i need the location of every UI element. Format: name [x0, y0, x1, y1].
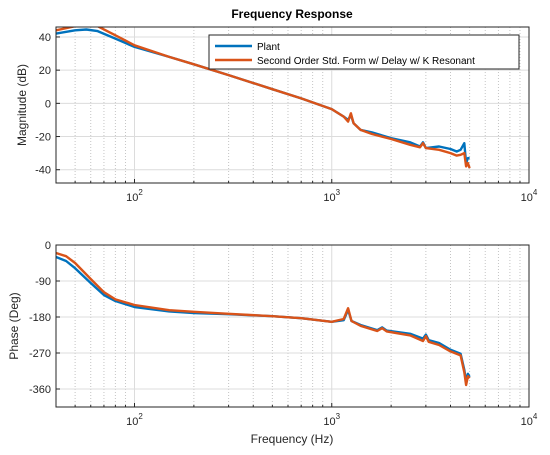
phase-y-tick-label: 0: [45, 240, 51, 252]
phase-y-tick-label: -360: [29, 384, 51, 396]
phase-x-tick-label: 103: [323, 412, 340, 428]
frequency-x-label: Frequency (Hz): [251, 432, 334, 446]
phase-series-line-1: [56, 251, 471, 387]
phase-y-tick-label: -270: [29, 348, 51, 360]
phase-plot-area: [56, 245, 529, 407]
chart-title: Frequency Response: [231, 7, 353, 21]
phase-lines: [56, 251, 471, 387]
magnitude-y-tick-label: 40: [39, 32, 51, 44]
magnitude-axes: 40 20 0 -20 -40 102 103 104 Magnitude (dB) Plan…: [15, 26, 538, 204]
magnitude-grid: [56, 27, 529, 183]
magnitude-x-tick-label: 104: [521, 188, 538, 204]
magnitude-y-tick-label: -20: [35, 132, 51, 144]
phase-axes-box: [55, 244, 530, 408]
magnitude-x-tick-label: 102: [126, 188, 143, 204]
phase-y-tick-label: -90: [35, 276, 51, 288]
phase-ticks: 0 -90 -180 -270 -360 102 103 104: [29, 240, 538, 428]
legend-entry-model: Second Order Std. Form w/ Delay w/ K Res…: [257, 56, 475, 67]
magnitude-y-tick-label: 0: [45, 98, 51, 110]
magnitude-axes-box: [55, 26, 530, 184]
phase-y-tick-label: -180: [29, 312, 51, 324]
magnitude-ticks: 40 20 0 -20 -40 102 103 104: [35, 32, 538, 204]
magnitude-x-tick-label: 103: [323, 188, 340, 204]
phase-y-label: Phase (Deg): [7, 292, 21, 359]
magnitude-lines: [56, 27, 471, 169]
phase-x-tick-label: 102: [126, 412, 143, 428]
magnitude-legend: Plant Second Order Std. Form w/ Delay w/…: [208, 34, 520, 70]
legend-entry-plant: Plant: [257, 42, 280, 53]
magnitude-y-tick-label: -40: [35, 165, 51, 177]
phase-axes: 0 -90 -180 -270 -360 102 103 104 Phase (Deg) Fr…: [7, 240, 538, 446]
magnitude-series-line-1: [56, 27, 471, 169]
phase-x-tick-label: 104: [521, 412, 538, 428]
magnitude-y-tick-label: 20: [39, 65, 51, 77]
magnitude-y-label: Magnitude (dB): [15, 64, 29, 146]
legend-box: [208, 34, 520, 70]
